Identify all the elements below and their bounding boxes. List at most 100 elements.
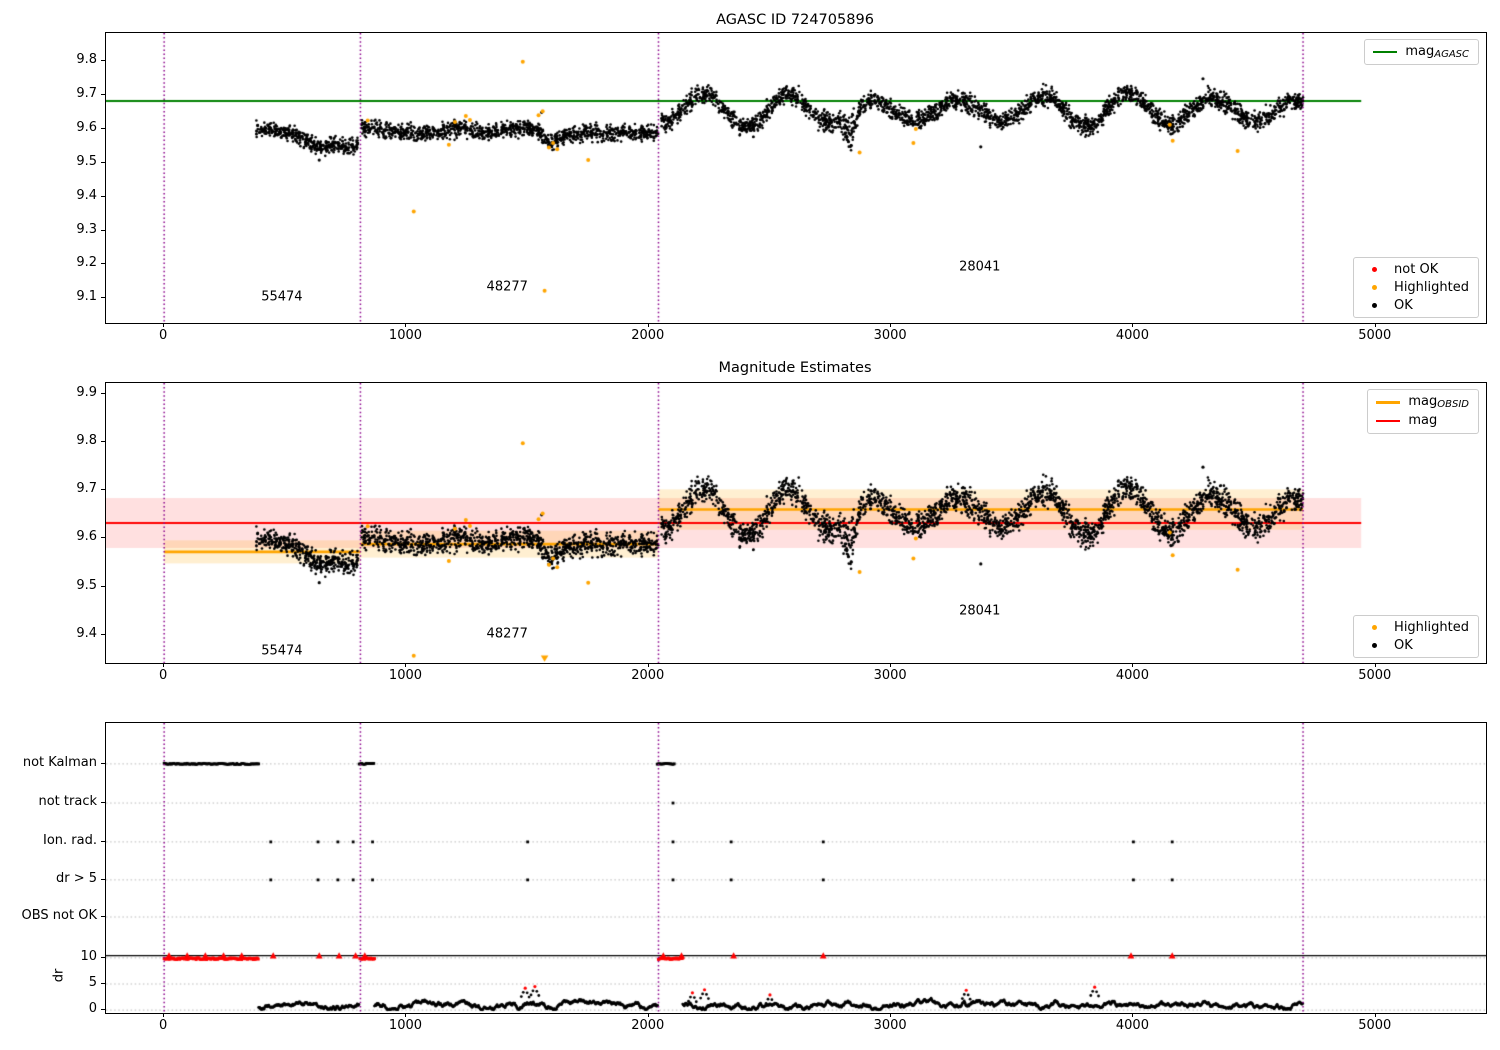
red-dot-swatch <box>1361 267 1387 272</box>
tick-mark <box>890 323 892 327</box>
y-tick-label: 9.3 <box>76 221 97 237</box>
legend-entry-highlighted: Highlighted <box>1361 280 1469 295</box>
flag-row-label: dr > 5 <box>55 870 97 886</box>
tick-mark <box>405 1013 407 1017</box>
tick-mark <box>101 762 105 764</box>
legend-entry-not-ok: not OK <box>1361 262 1469 277</box>
legend-entry-mag-obsid: magOBSID <box>1375 394 1469 410</box>
legend-mag-agasc: magAGASC <box>1364 39 1479 65</box>
agasc-mag-plot-canvas <box>106 33 1486 323</box>
tick-mark <box>890 663 892 667</box>
legend-mag-lines: magOBSID mag <box>1367 389 1479 434</box>
tick-mark <box>101 916 105 917</box>
flag-row-label: Ion. rad. <box>43 832 97 848</box>
legend-entry-ok: OK <box>1361 638 1469 653</box>
obsid-annotation: 28041 <box>959 259 1001 275</box>
y-tick-label: 9.7 <box>76 85 97 101</box>
tick-mark <box>101 229 105 231</box>
x-tick-label: 0 <box>159 668 168 683</box>
tick-mark <box>405 663 407 667</box>
obsid-annotation: 28041 <box>959 603 1001 619</box>
legend-label: not OK <box>1394 262 1439 277</box>
x-tick-label: 3000 <box>873 668 907 683</box>
y-tick-label: 9.9 <box>76 385 97 401</box>
x-tick-label: 0 <box>159 1018 168 1033</box>
tick-mark <box>163 323 165 327</box>
legend-label: Highlighted <box>1394 280 1469 295</box>
red-line-swatch <box>1375 420 1401 422</box>
tick-mark <box>101 585 105 587</box>
y-tick-label: 9.5 <box>76 153 97 169</box>
tick-mark <box>163 663 165 667</box>
tick-mark <box>101 983 105 984</box>
dr-tick-label: 10 <box>80 948 97 964</box>
x-tick-label: 5000 <box>1358 328 1392 343</box>
tick-mark <box>647 1013 649 1017</box>
flags-dr-plot-canvas <box>106 723 1486 1013</box>
tick-mark <box>405 323 407 327</box>
legend-label: magOBSID <box>1408 394 1469 410</box>
x-tick-label: 3000 <box>873 1018 907 1033</box>
flags-dr-axes <box>105 722 1487 1014</box>
tick-mark <box>101 297 105 299</box>
legend-entry-ok: OK <box>1361 298 1469 313</box>
tick-mark <box>1132 323 1134 327</box>
tick-mark <box>101 878 105 880</box>
x-tick-label: 5000 <box>1358 1018 1392 1033</box>
y-tick-label: 9.8 <box>76 433 97 449</box>
black-dot-swatch <box>1361 303 1387 308</box>
x-tick-label: 4000 <box>1115 668 1149 683</box>
tick-mark <box>1374 1013 1376 1017</box>
tick-mark <box>101 441 105 443</box>
orange-line-swatch <box>1375 400 1401 404</box>
dr-tick-label: 5 <box>88 975 97 990</box>
y-tick-label: 9.5 <box>76 577 97 593</box>
tick-mark <box>101 263 105 265</box>
flag-row-label: OBS not OK <box>21 908 98 923</box>
tick-mark <box>101 489 105 491</box>
tick-mark <box>647 323 649 327</box>
black-dot-swatch <box>1361 643 1387 648</box>
x-tick-label: 2000 <box>631 328 665 343</box>
tick-mark <box>101 195 105 197</box>
chart-title-agasc: AGASC ID 724705896 <box>716 12 874 28</box>
tick-mark <box>101 93 105 95</box>
obsid-annotation: 48277 <box>486 626 528 642</box>
x-tick-label: 4000 <box>1115 328 1149 343</box>
y-tick-label: 9.6 <box>76 119 97 135</box>
y-tick-label: 9.4 <box>76 187 97 203</box>
tick-mark <box>101 60 105 62</box>
obsid-annotation: 55474 <box>261 643 303 659</box>
flag-row-label: not Kalman <box>22 754 97 770</box>
dr-tick-label: 0 <box>88 1001 97 1017</box>
x-tick-label: 4000 <box>1115 1018 1149 1033</box>
tick-mark <box>1132 663 1134 667</box>
x-tick-label: 1000 <box>388 668 423 683</box>
legend-label: mag <box>1408 413 1438 428</box>
green-line-swatch <box>1372 51 1398 53</box>
tick-mark <box>163 1013 165 1017</box>
legend-entry-mag-agasc: magAGASC <box>1372 44 1469 60</box>
y-tick-label: 9.8 <box>76 52 97 68</box>
legend-point-status-top: not OK Highlighted OK <box>1353 257 1479 318</box>
tick-mark <box>647 663 649 667</box>
obsid-annotation: 55474 <box>261 289 303 305</box>
tick-mark <box>101 633 105 635</box>
legend-point-status-middle: Highlighted OK <box>1353 615 1479 658</box>
chart-title-magnitude-estimates: Magnitude Estimates <box>718 360 872 376</box>
legend-label: OK <box>1394 298 1413 313</box>
y-tick-label: 9.1 <box>76 289 97 305</box>
magnitude-estimates-axes: magOBSID mag Highlighted OK <box>105 382 1487 664</box>
y-tick-label: 9.4 <box>76 625 97 641</box>
y-tick-label: 9.7 <box>76 481 97 497</box>
orange-dot-swatch <box>1361 625 1387 630</box>
magnitude-estimates-plot-canvas <box>106 383 1486 663</box>
tick-mark <box>101 1009 105 1011</box>
x-tick-label: 2000 <box>631 668 665 683</box>
x-tick-label: 2000 <box>631 1018 665 1033</box>
x-tick-label: 1000 <box>388 1018 423 1033</box>
x-tick-label: 1000 <box>388 328 423 343</box>
tick-mark <box>1132 1013 1134 1017</box>
tick-mark <box>101 537 105 539</box>
